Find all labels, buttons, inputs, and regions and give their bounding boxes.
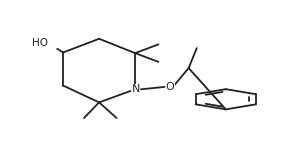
Text: N: N: [131, 84, 140, 94]
Text: O: O: [166, 82, 174, 92]
Text: HO: HO: [32, 38, 48, 47]
